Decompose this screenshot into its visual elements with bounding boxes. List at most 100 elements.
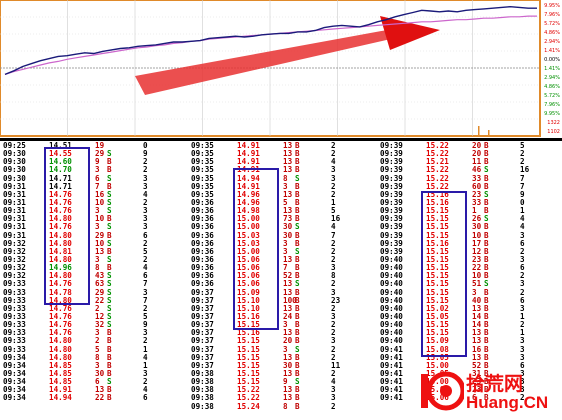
tick-price: 15.00 xyxy=(426,377,449,387)
tick-time: 09:36 xyxy=(191,214,214,224)
tick-side: B xyxy=(484,254,489,264)
tick-price: 14.76 xyxy=(49,206,72,216)
tick-count: 9 xyxy=(143,149,148,159)
tick-price: 15.15 xyxy=(426,271,449,281)
tick-price: 14.80 xyxy=(49,254,72,264)
tick-time: 09:32 xyxy=(3,238,26,248)
watermark: 拾荒网 Huang.CN xyxy=(418,366,560,418)
tick-price: 14.96 xyxy=(237,197,260,207)
tick-volume: 13 xyxy=(283,279,293,289)
tick-price: 15.15 xyxy=(426,263,449,273)
tick-price: 14.76 xyxy=(49,189,72,199)
tick-price: 15.06 xyxy=(426,393,449,403)
percent-label: 7.96% xyxy=(544,12,560,18)
tick-price: 14.76 xyxy=(49,303,72,313)
tick-volume: 11 xyxy=(472,157,482,167)
tick-price: 15.16 xyxy=(237,328,260,338)
tick-time: 09:34 xyxy=(3,393,26,403)
price-line xyxy=(4,5,537,76)
tick-volume: 40 xyxy=(472,295,482,305)
tick-count: 1 xyxy=(520,311,525,321)
tick-side: B xyxy=(295,189,300,199)
tick-count: 3 xyxy=(520,344,525,354)
percent-label: 7.96% xyxy=(544,102,560,108)
tick-time: 09:34 xyxy=(3,352,26,362)
percent-label: 4.86% xyxy=(544,30,560,36)
tick-time: 09:39 xyxy=(380,230,403,240)
tick-side: B xyxy=(484,206,489,216)
tick-price: 15.21 xyxy=(426,157,449,167)
watermark-logo-icon xyxy=(421,371,464,411)
tick-price: 14.91 xyxy=(49,385,72,395)
tick-volume: 29 xyxy=(95,149,105,159)
tick-count: 5 xyxy=(143,246,148,256)
tick-volume: 8 xyxy=(283,401,288,411)
tick-time: 09:35 xyxy=(191,165,214,175)
tick-count: 2 xyxy=(143,303,148,313)
tick-count: 1 xyxy=(520,206,525,216)
tick-side: B xyxy=(295,238,300,248)
tick-volume: 10 xyxy=(95,214,105,224)
tick-side: B xyxy=(295,181,300,191)
tick-price: 15.16 xyxy=(237,311,260,321)
tick-volume: 7 xyxy=(283,263,288,273)
tick-side: B xyxy=(107,157,112,167)
tick-volume: 52 xyxy=(283,271,293,281)
tick-side: B xyxy=(295,149,300,159)
tick-time: 09:30 xyxy=(3,165,26,175)
tick-count: 2 xyxy=(143,157,148,167)
tick-count: 16 xyxy=(520,165,530,175)
tick-time: 09:39 xyxy=(380,214,403,224)
tick-time: 09:37 xyxy=(191,352,214,362)
tick-count: 2 xyxy=(520,246,525,256)
tick-volume: 13 xyxy=(283,393,293,403)
tick-side: B xyxy=(295,328,300,338)
tick-time: 09:37 xyxy=(191,344,214,354)
tick-price: 15.06 xyxy=(237,263,260,273)
tick-count: 7 xyxy=(331,230,336,240)
tick-side: B xyxy=(295,352,300,362)
tick-volume: 13 xyxy=(95,385,105,395)
tick-time: 09:33 xyxy=(3,303,26,313)
tick-price: 15.15 xyxy=(237,352,260,362)
tick-count: 2 xyxy=(331,328,336,338)
tick-time: 09:37 xyxy=(191,328,214,338)
tick-time: 09:40 xyxy=(380,295,403,305)
section-divider xyxy=(0,138,562,141)
tick-volume: 14 xyxy=(472,320,482,330)
tick-volume: 13 xyxy=(283,157,293,167)
percent-label: 5.72% xyxy=(544,93,560,99)
tick-side: B xyxy=(484,157,489,167)
tick-volume: 3 xyxy=(283,181,288,191)
percent-label: 4.86% xyxy=(544,84,560,90)
tick-price: 14.76 xyxy=(49,328,72,338)
tick-side: S xyxy=(107,206,112,216)
tick-count: 3 xyxy=(520,303,525,313)
tick-time: 09:37 xyxy=(191,311,214,321)
tick-count: 4 xyxy=(520,222,525,232)
tick-volume: 3 xyxy=(95,328,100,338)
tick-volume: 13 xyxy=(472,336,482,346)
tick-time: 09:39 xyxy=(380,149,403,159)
tick-count: 2 xyxy=(143,336,148,346)
tick-volume: 13 xyxy=(283,189,293,199)
tick-time: 09:25 xyxy=(3,141,26,150)
tick-volume: 33 xyxy=(472,173,482,183)
tick-count: 3 xyxy=(520,368,525,378)
tick-price: 15.24 xyxy=(237,401,260,411)
tick-count: 6 xyxy=(520,238,525,248)
tick-count: 0 xyxy=(520,197,525,207)
tick-volume: 23 xyxy=(472,189,482,199)
tick-time: 09:35 xyxy=(191,141,214,150)
tick-count: 2 xyxy=(520,271,525,281)
tick-price: 15.00 xyxy=(237,246,260,256)
tick-volume: 13 xyxy=(472,303,482,313)
tick-count: 2 xyxy=(331,246,336,256)
tick-count: 5 xyxy=(331,206,336,216)
intraday-chart: 9.95% 7.96% 5.72% 4.86% 2.94% 1.41% 0.00% 1.41%… xyxy=(0,0,562,138)
tick-count: 5 xyxy=(520,141,525,150)
tick-side: S xyxy=(107,303,112,313)
tick-side: B xyxy=(107,360,112,370)
tick-time: 09:34 xyxy=(3,368,26,378)
tick-price: 14.85 xyxy=(49,360,72,370)
